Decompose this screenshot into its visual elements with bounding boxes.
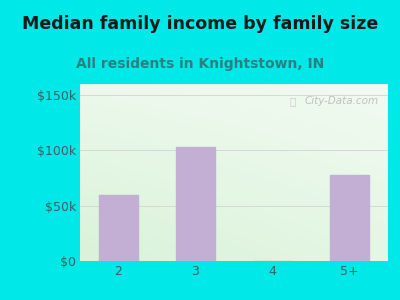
Text: ⓘ: ⓘ [290,96,296,106]
Bar [99,195,138,261]
Text: All residents in Knightstown, IN: All residents in Knightstown, IN [76,57,324,71]
Bar [176,147,215,261]
Text: City-Data.com: City-Data.com [305,96,379,106]
Bar [330,175,369,261]
Text: Median family income by family size: Median family income by family size [22,15,378,33]
